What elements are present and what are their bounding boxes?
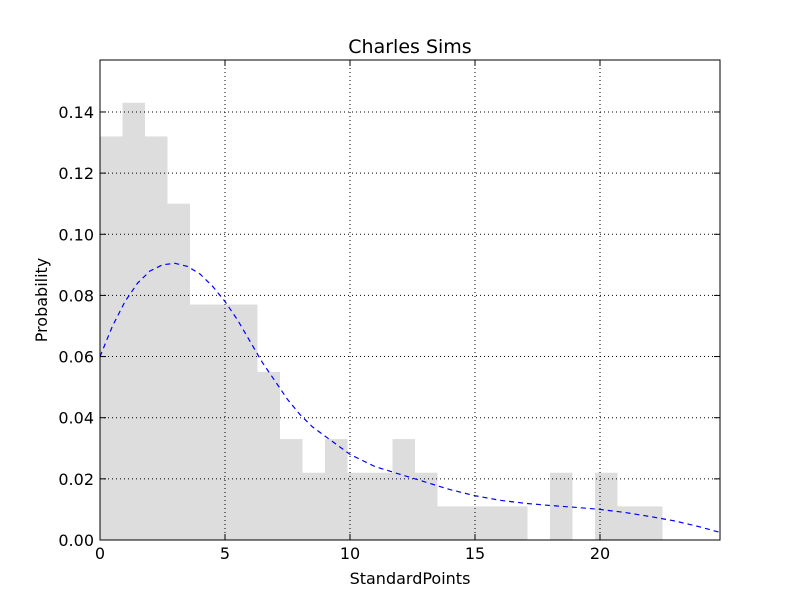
histogram-bar (617, 506, 640, 540)
histogram-bar (122, 102, 145, 540)
histogram-bar (437, 506, 460, 540)
x-tick-label: 5 (220, 544, 230, 563)
y-tick-label: 0.12 (58, 164, 94, 183)
x-axis-label: StandardPoints (350, 569, 471, 588)
y-tick-label: 0.10 (58, 225, 94, 244)
histogram-bar (347, 472, 370, 540)
histogram-bar (100, 136, 123, 541)
histogram-bar (257, 371, 280, 540)
plot-frame (99, 59, 721, 541)
histogram-bar (482, 506, 505, 540)
x-tick-label: 15 (465, 544, 485, 563)
histogram-bars (100, 102, 663, 541)
histogram-bar (505, 506, 528, 540)
histogram-bar (235, 304, 258, 540)
histogram-bar (550, 472, 573, 540)
density-curve-layer (99, 262, 721, 533)
histogram-bar (595, 472, 618, 540)
histogram-bar (415, 472, 438, 540)
density-curve (99, 262, 721, 533)
histogram-bar (325, 439, 348, 540)
histogram-bar (280, 439, 303, 540)
y-tick-label: 0.04 (58, 409, 94, 428)
chart-title: Charles Sims (348, 36, 471, 58)
histogram-bar (145, 136, 168, 541)
y-tick-label: 0.02 (58, 470, 94, 489)
x-tick-labels: 0 5 10 15 20 (95, 544, 610, 563)
y-tick-label: 0.06 (58, 348, 94, 367)
y-tick-label: 0.08 (58, 286, 94, 305)
x-tick-label: 0 (95, 544, 105, 563)
y-tick-label: 0.00 (58, 531, 94, 550)
y-tick-label: 0.14 (58, 103, 94, 122)
x-tick-label: 10 (340, 544, 360, 563)
grid-lines (100, 60, 720, 540)
x-tick-label: 20 (590, 544, 610, 563)
histogram-bar (460, 506, 483, 540)
y-axis-label: Probability (32, 258, 51, 343)
histogram-bar (370, 472, 393, 540)
histogram-bar (212, 304, 235, 540)
histogram-bar (392, 439, 415, 540)
histogram-bar (167, 203, 190, 540)
histogram-bar (640, 506, 663, 540)
y-tick-labels: 0.00 0.02 0.04 0.06 0.08 0.10 0.12 0.14 (58, 103, 94, 550)
histogram-bar (302, 472, 325, 540)
axis-ticks (99, 60, 720, 541)
histogram-bar (190, 304, 213, 540)
